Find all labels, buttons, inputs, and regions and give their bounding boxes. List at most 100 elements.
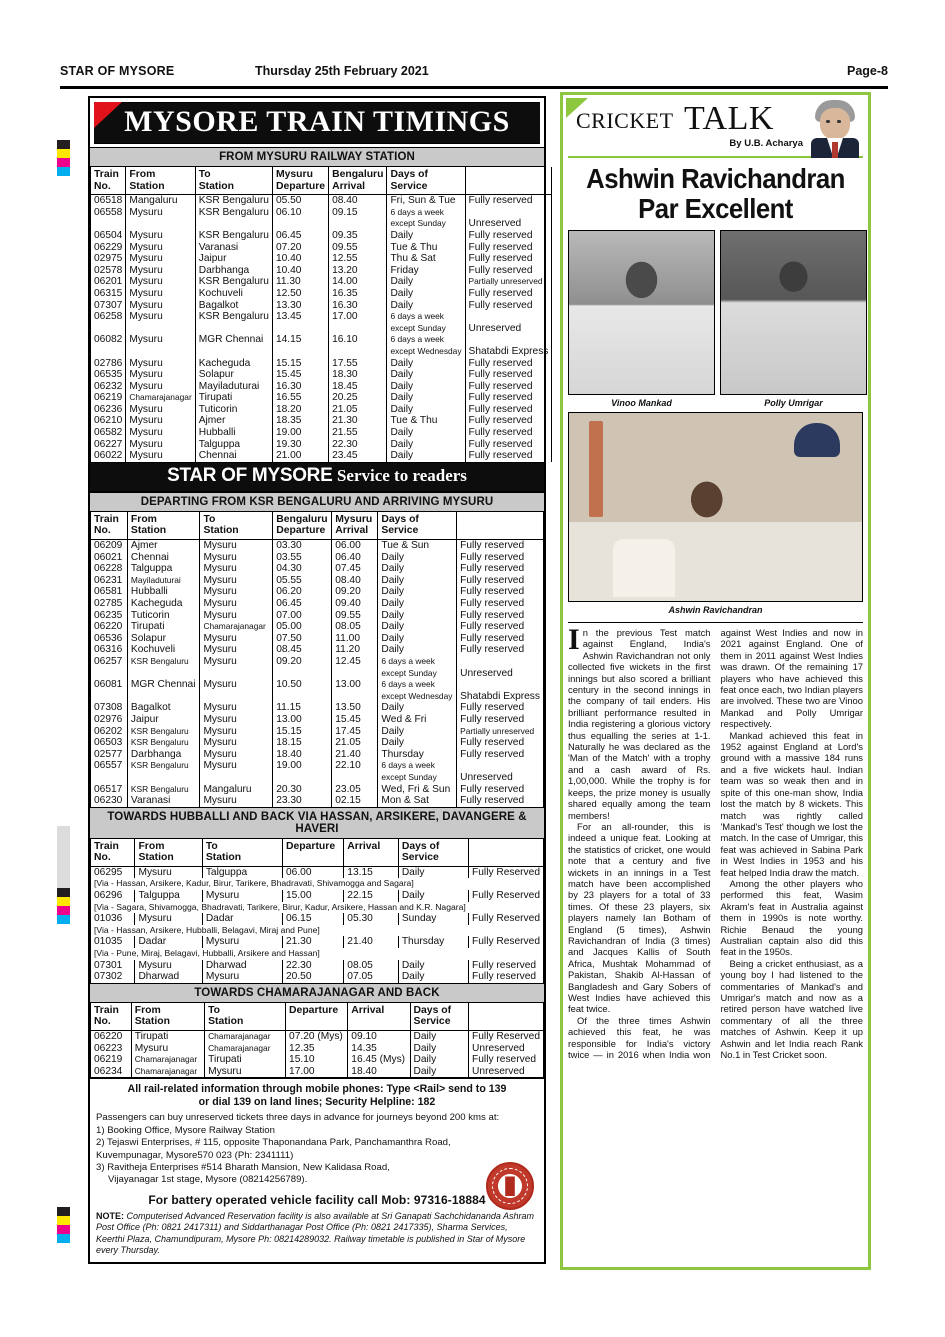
th-to-station: To Station	[201, 838, 284, 867]
cell-to-station: Tirupati	[204, 1054, 287, 1066]
cell-to-station: Mysuru	[201, 890, 284, 902]
cell-to-station: Chamarajanagar	[204, 1042, 287, 1055]
cell-from-station: Mysuru	[125, 438, 196, 451]
cell-days: Daily	[386, 357, 466, 370]
cell-arrival: 20.25	[328, 392, 388, 404]
cell-days: Daily	[377, 725, 458, 738]
section-heading-from-mysuru: FROM MYSURU RAILWAY STATION	[90, 147, 544, 167]
table-row: 06258 Mysuru KSR Bengaluru 13.45 17.00 6 days…	[89, 311, 553, 335]
cell-arrival: 21.40	[331, 748, 379, 761]
cell-reservation: Fully reserved	[456, 551, 544, 564]
cell-from-station: Varanasi	[126, 795, 201, 807]
cell-train-no: 06209	[90, 539, 128, 552]
cell-reservation: Fully Reserved	[468, 913, 544, 925]
cell-departure: 16.55	[271, 392, 330, 404]
cricket-talk-header: CRICKET TALK By U.B. Acharya	[568, 100, 863, 158]
cell-train-no: 06228	[90, 563, 128, 575]
cell-arrival: 11.20	[331, 644, 379, 656]
table-row: 06081 MGR Chennai Mysuru 10.50 13.00 6 days a…	[90, 679, 544, 703]
cell-departure: 06.10	[271, 206, 330, 230]
cell-to-station: Chennai	[194, 450, 273, 462]
cell-train-no: 06219	[90, 1054, 132, 1066]
cell-to-station: KSR Bengaluru	[194, 276, 273, 288]
cell-departure: 19.30	[271, 438, 330, 451]
cell-train-no: 06223	[90, 1042, 132, 1055]
cell-to-station: Jaipur	[194, 253, 273, 265]
cell-via-route: [Via - Sagara, Shivamogga, Bhadravati, T…	[90, 901, 544, 914]
cell-to-station: Mysuru	[204, 1065, 287, 1078]
table-row: 02785 Kacheguda Mysuru 06.45 09.40 Daily Fully…	[90, 598, 544, 610]
cell-arrival: 18.45	[328, 380, 388, 393]
th-from-station: From Station	[130, 1002, 206, 1031]
cell-departure: 03.55	[272, 551, 333, 564]
cell-train-no: 07307	[89, 299, 127, 312]
cell-departure: 15.15	[272, 725, 333, 738]
cell-to-station: Darbhanga	[194, 264, 273, 277]
train-timings-title: MYSORE TRAIN TIMINGS	[94, 102, 540, 144]
cell-to-station: Mangaluru	[199, 783, 274, 796]
cell-to-station: Hubballi	[194, 427, 273, 439]
cell-days: Daily	[386, 392, 466, 404]
cell-departure: 05.55	[272, 574, 333, 587]
cell-days: Mon & Sat	[377, 795, 458, 807]
cell-from-station: Kochuveli	[126, 644, 201, 656]
cell-arrival: 15.45	[331, 713, 379, 726]
table-row: 06557 KSR Bengaluru Mysuru 19.00 22.10 6 days…	[90, 760, 544, 784]
cell-departure: 14.15	[271, 334, 330, 358]
cell-to-station: Mysuru	[199, 563, 274, 575]
cell-from-station: Chennai	[126, 551, 201, 564]
cell-reservation: Fully reserved	[464, 194, 553, 207]
cell-days: Daily	[377, 551, 458, 564]
headline-line-2: Par Excellent	[638, 193, 793, 224]
table-row: 06518 Mangaluru KSR Bengaluru 05.50 08.40 Fri…	[89, 194, 553, 207]
cell-arrival: 09.55	[328, 241, 388, 254]
th-reservation	[456, 511, 544, 541]
cell-reservation: Fully reserved	[464, 229, 553, 242]
cell-to-station: Talguppa	[201, 866, 284, 879]
cell-days: Tue & Thu	[386, 241, 466, 254]
cell-reservation: Unreserved	[456, 760, 544, 784]
article-paragraph: Among the other players who performed th…	[720, 877, 864, 958]
section-heading-hubballi: TOWARDS HUBBALLI AND BACK VIA HASSAN, AR…	[90, 806, 544, 839]
cell-departure: 06.20	[272, 586, 333, 598]
cell-train-no: 02976	[90, 713, 128, 726]
footnote-item-3b: Vijayanagar 1st stage, Mysore (082142567…	[108, 1174, 308, 1186]
cell-arrival: 12.45	[331, 655, 379, 680]
cell-train-no: 07308	[90, 702, 128, 714]
train-table-body-1: 06518 Mangaluru KSR Bengaluru 05.50 08.40 Fri…	[89, 194, 553, 462]
cell-train-no: 06582	[89, 427, 127, 439]
cell-to-station: Mysuru	[199, 598, 274, 610]
cell-reservation: Fully reserved	[464, 450, 553, 462]
cell-days: Daily	[386, 299, 466, 312]
th-reservation	[468, 838, 544, 867]
cell-reservation: Unreserved	[468, 1042, 544, 1055]
th-days-of-service: Days of Service	[386, 167, 466, 196]
footnote-line-2: or dial 139 on land lines; Security Help…	[198, 1096, 436, 1109]
cell-reservation: Fully reserved	[468, 1054, 544, 1066]
th-from-station: From Station	[125, 167, 196, 196]
cell-from-station: Mysuru	[125, 241, 196, 254]
cell-to-station: Ajmer	[194, 415, 273, 428]
cell-departure: 03.30	[272, 539, 333, 552]
cell-to-station: Chamarajanagar	[199, 621, 274, 633]
th-days-of-service: Days of Service	[397, 838, 470, 867]
cell-from-station: Mysuru	[125, 206, 196, 230]
cell-from-station: Kacheguda	[126, 598, 201, 610]
cell-arrival: 09.55	[331, 609, 379, 622]
cell-from-station: Mysuru	[125, 334, 196, 358]
cell-reservation: Fully reserved	[456, 586, 544, 598]
th-departure: Mysuru Departure	[271, 167, 330, 196]
cell-train-no: 06230	[90, 795, 128, 807]
th-to-station: To Station	[204, 1002, 287, 1031]
cell-days: Daily	[397, 866, 470, 879]
train-table-body-2: 06209 Ajmer Mysuru 03.30 06.00 Tue & Sun Fully…	[90, 539, 544, 807]
cell-from-station: Tirupati	[126, 621, 201, 633]
cell-departure: 10.40	[271, 253, 330, 265]
cell-arrival: 21.30	[328, 415, 388, 428]
cell-departure: 20.50	[282, 971, 345, 983]
footnote-intro: Passengers can buy unreserved tickets th…	[96, 1112, 500, 1124]
cell-arrival: 12.55	[328, 253, 388, 265]
cell-departure: 18.15	[272, 737, 333, 749]
cell-train-no: 06315	[89, 287, 127, 300]
cell-days: 6 days a week except Wednesday	[377, 679, 458, 703]
